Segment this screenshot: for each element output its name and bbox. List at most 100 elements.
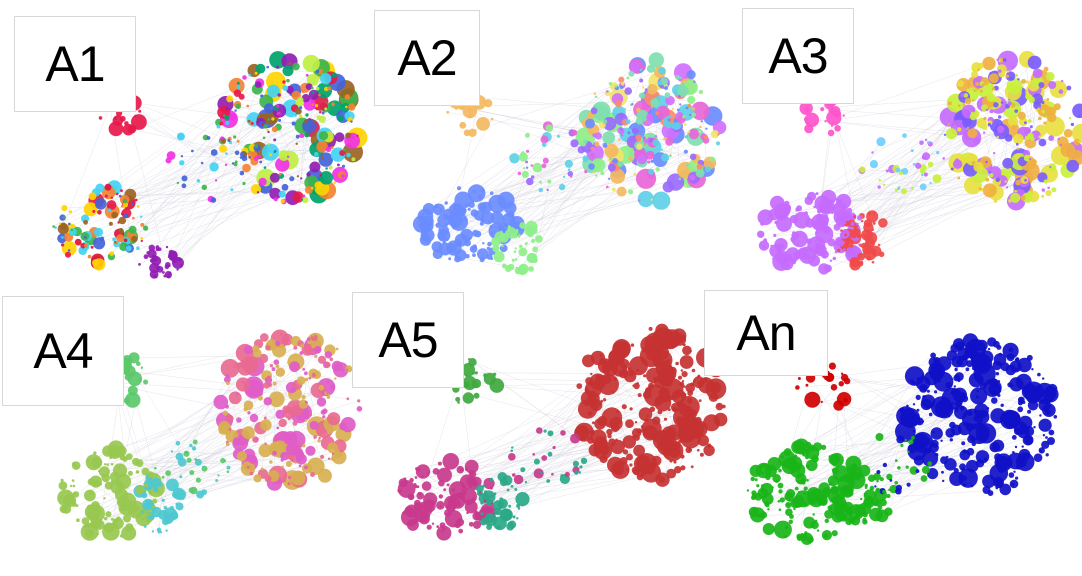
graph-node	[879, 477, 884, 482]
graph-node	[658, 67, 666, 75]
graph-node	[92, 209, 96, 213]
graph-node	[654, 345, 670, 360]
graph-node	[874, 500, 881, 507]
graph-node	[116, 498, 125, 507]
graph-node	[515, 266, 519, 270]
graph-node	[517, 507, 521, 510]
graph-node	[136, 205, 140, 208]
graph-node	[848, 509, 854, 515]
graph-node	[106, 200, 117, 210]
graph-node	[632, 384, 635, 387]
graph-node	[322, 411, 326, 415]
graph-node	[143, 525, 147, 528]
network-panel-a1: A1	[0, 0, 368, 288]
graph-node	[188, 487, 194, 493]
graph-edge	[172, 121, 315, 256]
graph-node	[1041, 194, 1045, 198]
graph-node	[674, 409, 678, 413]
graph-node	[636, 107, 641, 113]
graph-node	[1020, 195, 1026, 201]
graph-node	[280, 451, 289, 461]
graph-node	[1031, 93, 1043, 105]
graph-node	[1040, 134, 1043, 138]
graph-node	[985, 160, 988, 164]
graph-node	[1008, 472, 1015, 478]
graph-node	[444, 509, 452, 517]
graph-node	[253, 474, 262, 483]
graph-node	[422, 203, 435, 215]
graph-node	[991, 397, 998, 404]
graph-node	[491, 494, 494, 498]
graph-node	[515, 228, 519, 232]
graph-node	[868, 474, 876, 482]
panel-label-text: A3	[768, 28, 828, 84]
graph-node	[258, 154, 262, 159]
graph-node	[138, 379, 141, 382]
graph-node	[923, 172, 928, 177]
graph-node	[93, 451, 97, 455]
graph-node	[159, 531, 163, 534]
graph-node	[134, 198, 138, 202]
graph-node	[636, 473, 644, 481]
graph-node	[109, 471, 120, 482]
graph-node	[165, 245, 169, 249]
graph-node	[1047, 387, 1050, 390]
graph-node	[801, 448, 810, 457]
graph-node	[696, 163, 703, 170]
graph-node	[225, 107, 229, 110]
graph-node	[225, 152, 228, 155]
graph-node	[775, 479, 779, 483]
graph-node	[414, 511, 417, 514]
graph-node	[997, 465, 1005, 473]
graph-node	[179, 264, 183, 267]
graph-node	[607, 163, 616, 172]
graph-node	[965, 459, 979, 473]
graph-node	[831, 211, 834, 215]
graph-node	[305, 445, 316, 456]
graph-node	[452, 226, 456, 230]
graph-node	[304, 377, 309, 382]
graph-node	[151, 505, 154, 508]
graph-edge	[424, 118, 493, 240]
graph-node	[1048, 391, 1055, 397]
graph-node	[936, 373, 940, 377]
graph-node	[1011, 124, 1017, 130]
graph-node	[801, 533, 808, 541]
graph-node	[877, 490, 881, 493]
graph-node	[642, 433, 646, 436]
graph-edge	[826, 106, 1058, 216]
graph-node	[273, 197, 278, 202]
graph-node	[256, 191, 260, 194]
graph-node	[72, 484, 76, 488]
graph-node	[508, 453, 516, 461]
graph-node	[716, 141, 720, 146]
graph-node	[665, 137, 674, 146]
graph-node	[615, 438, 618, 442]
graph-edge	[798, 377, 957, 469]
graph-node	[922, 395, 926, 399]
graph-node	[344, 94, 351, 100]
graph-node	[243, 407, 248, 412]
graph-node	[820, 400, 823, 404]
graph-node	[969, 113, 977, 121]
graph-node	[687, 95, 696, 105]
graph-node	[901, 168, 909, 175]
graph-node	[703, 134, 708, 140]
graph-node	[626, 76, 630, 80]
graph-node	[876, 480, 879, 483]
graph-node	[822, 490, 830, 498]
graph-edge	[491, 375, 598, 480]
graph-node	[570, 139, 579, 148]
graph-node	[54, 226, 57, 229]
graph-node	[295, 107, 302, 115]
graph-edge	[261, 401, 268, 469]
graph-node	[491, 236, 501, 247]
graph-node	[107, 208, 112, 213]
graph-node	[646, 64, 656, 73]
graph-node	[949, 438, 953, 442]
graph-node	[177, 133, 184, 140]
graph-node	[517, 171, 522, 176]
graph-node	[279, 332, 283, 336]
graph-node	[483, 373, 488, 378]
graph-node	[819, 497, 824, 502]
